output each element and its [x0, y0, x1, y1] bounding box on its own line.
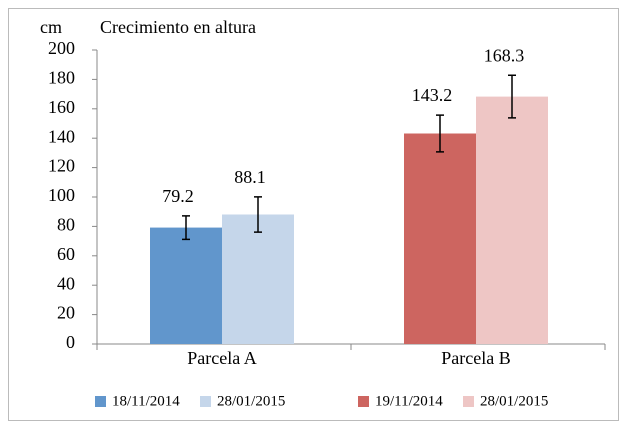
- bar: [404, 133, 476, 344]
- data-label: 88.1: [234, 167, 266, 187]
- x-tick-label: Parcela B: [441, 348, 510, 368]
- y-tick-label: 180: [48, 68, 75, 88]
- data-label: 79.2: [162, 186, 194, 206]
- data-label: 168.3: [484, 45, 525, 65]
- error-bar: [254, 196, 262, 233]
- legend-label: 28/01/2015: [480, 393, 548, 409]
- y-tick-label: 60: [57, 244, 75, 264]
- bar: [476, 96, 548, 344]
- x-tick-label: Parcela A: [187, 348, 256, 368]
- y-tick-label: 200: [48, 38, 75, 58]
- error-bar: [508, 74, 516, 119]
- bar: [150, 227, 222, 344]
- y-tick-label: 120: [48, 156, 75, 176]
- legend-swatch: [95, 396, 106, 407]
- y-tick-label: 160: [48, 97, 75, 117]
- y-axis-label: cm: [40, 17, 62, 37]
- bar: [222, 214, 294, 344]
- legend-swatch: [358, 396, 369, 407]
- y-tick-label: 100: [48, 185, 75, 205]
- error-bar: [182, 215, 190, 241]
- y-tick-label: 40: [57, 273, 75, 293]
- legend-swatch: [463, 396, 474, 407]
- legend-label: 18/11/2014: [112, 393, 180, 409]
- chart-frame: [8, 8, 619, 421]
- y-tick-label: 80: [57, 215, 75, 235]
- legend-swatch: [200, 396, 211, 407]
- legend-label: 19/11/2014: [375, 393, 443, 409]
- chart-title: Crecimiento en altura: [100, 17, 256, 37]
- y-tick-label: 20: [57, 303, 75, 323]
- legend-label: 28/01/2015: [217, 393, 285, 409]
- data-label: 143.2: [412, 85, 453, 105]
- error-bar: [436, 114, 444, 153]
- y-tick-label: 0: [66, 332, 75, 352]
- y-tick-label: 140: [48, 126, 75, 146]
